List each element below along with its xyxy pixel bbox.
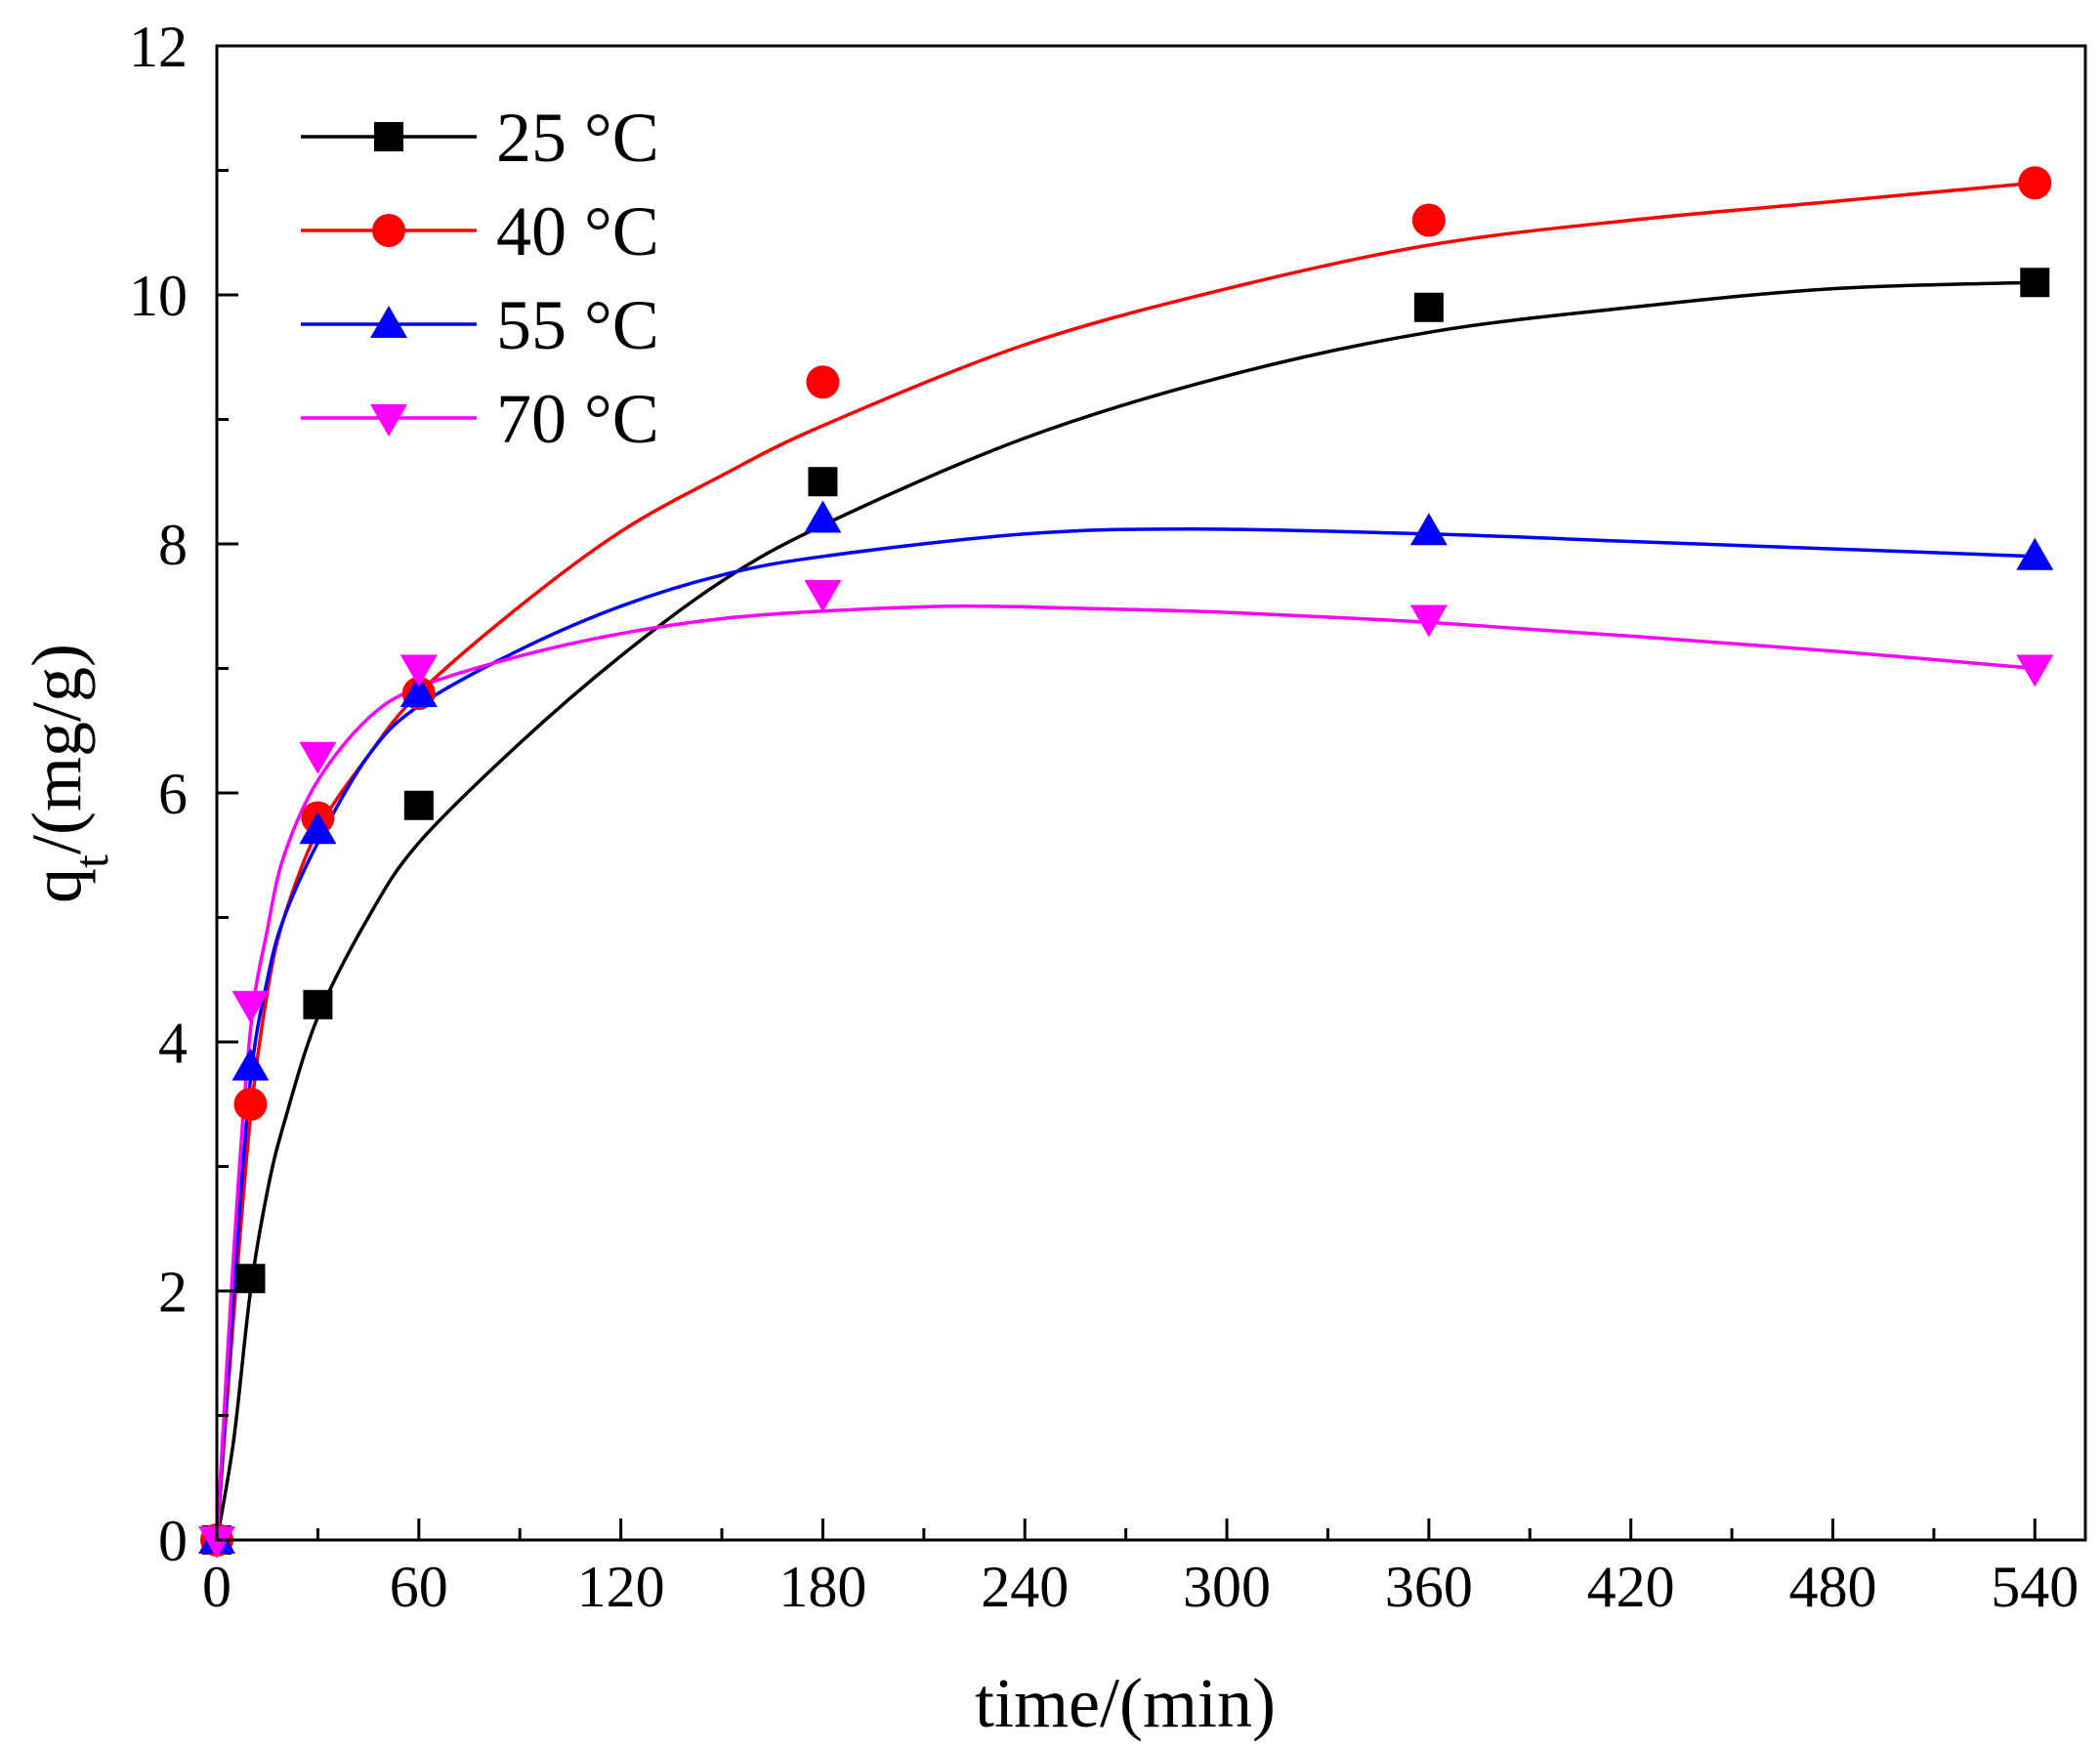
y-axis-title: qt/(mg/g) (18, 644, 118, 903)
legend-marker-1 (374, 122, 403, 151)
y-tick-label: 0 (158, 1509, 188, 1573)
fit-curve-3 (215, 526, 2036, 1541)
x-tick-label: 180 (778, 1555, 866, 1619)
data-point-s3-3 (299, 812, 337, 845)
y-tick-label: 12 (129, 15, 188, 79)
y-tick-label: 2 (158, 1260, 188, 1324)
axes: 0 60 120 180 240 300 360 420 480 540 0 2 4 6 8 10 12 (129, 15, 2087, 1619)
x-tick-label: 360 (1385, 1555, 1473, 1619)
y-tick-label: 10 (129, 264, 188, 328)
x-tick-label: 420 (1587, 1555, 1675, 1619)
legend: 25 °C 40 °C 55 °C 70 °C (301, 99, 659, 458)
data-point-s4-2 (231, 990, 270, 1023)
fit-curves (215, 181, 2036, 1541)
data-point-s1-7 (2020, 268, 2050, 298)
x-tick-label: 240 (981, 1555, 1069, 1619)
x-tick-label: 540 (1991, 1555, 2079, 1619)
data-point-s1-6 (1413, 292, 1444, 322)
data-point-s3-6 (1409, 513, 1448, 546)
data-point-s4-5 (804, 580, 842, 612)
data-point-s1-2 (235, 1264, 266, 1294)
legend-marker-2 (372, 214, 405, 247)
x-tick-label: 120 (577, 1555, 665, 1619)
y-axis-title-rest: /(mg/g) (18, 644, 96, 854)
x-tick-label: 0 (202, 1555, 231, 1619)
data-point-s3-2 (231, 1048, 270, 1081)
data-point-s2-7 (2018, 166, 2052, 200)
fit-curve-4 (215, 603, 2036, 1541)
legend-marker-4 (370, 404, 407, 437)
legend-marker-3 (370, 306, 407, 338)
data-point-s2-6 (1411, 203, 1446, 237)
data-point-s4-6 (1409, 604, 1448, 638)
legend-label-4: 70 °C (496, 380, 659, 458)
data-point-s4-3 (299, 741, 337, 774)
data-point-s1-5 (808, 467, 838, 497)
y-tick-label: 4 (158, 1011, 188, 1075)
x-axis-title: time/(min) (975, 1664, 1276, 1742)
data-point-s4-4 (399, 654, 438, 687)
data-point-s2-2 (233, 1087, 268, 1121)
y-axis-title-subscript: t (63, 854, 118, 868)
y-tick-label: 6 (158, 762, 188, 826)
data-point-s3-7 (2016, 537, 2054, 570)
x-tick-label: 300 (1183, 1555, 1271, 1619)
data-point-s4-1 (198, 1526, 235, 1559)
x-tick-label: 480 (1788, 1555, 1876, 1619)
data-point-s3-4 (399, 675, 438, 707)
data-point-s3-5 (804, 500, 842, 533)
legend-label-2: 40 °C (496, 192, 659, 271)
legend-label-3: 55 °C (496, 286, 659, 364)
data-point-s2-5 (806, 365, 840, 399)
y-tick-label: 8 (158, 513, 188, 577)
data-point-s4-7 (2016, 654, 2054, 687)
data-point-s1-4 (403, 790, 434, 820)
fit-curve-2 (215, 181, 2036, 1541)
x-tick-label: 60 (390, 1555, 448, 1619)
data-point-s1-3 (303, 989, 333, 1020)
legend-label-1: 25 °C (496, 99, 659, 177)
y-axis-title-main: q (18, 868, 96, 903)
